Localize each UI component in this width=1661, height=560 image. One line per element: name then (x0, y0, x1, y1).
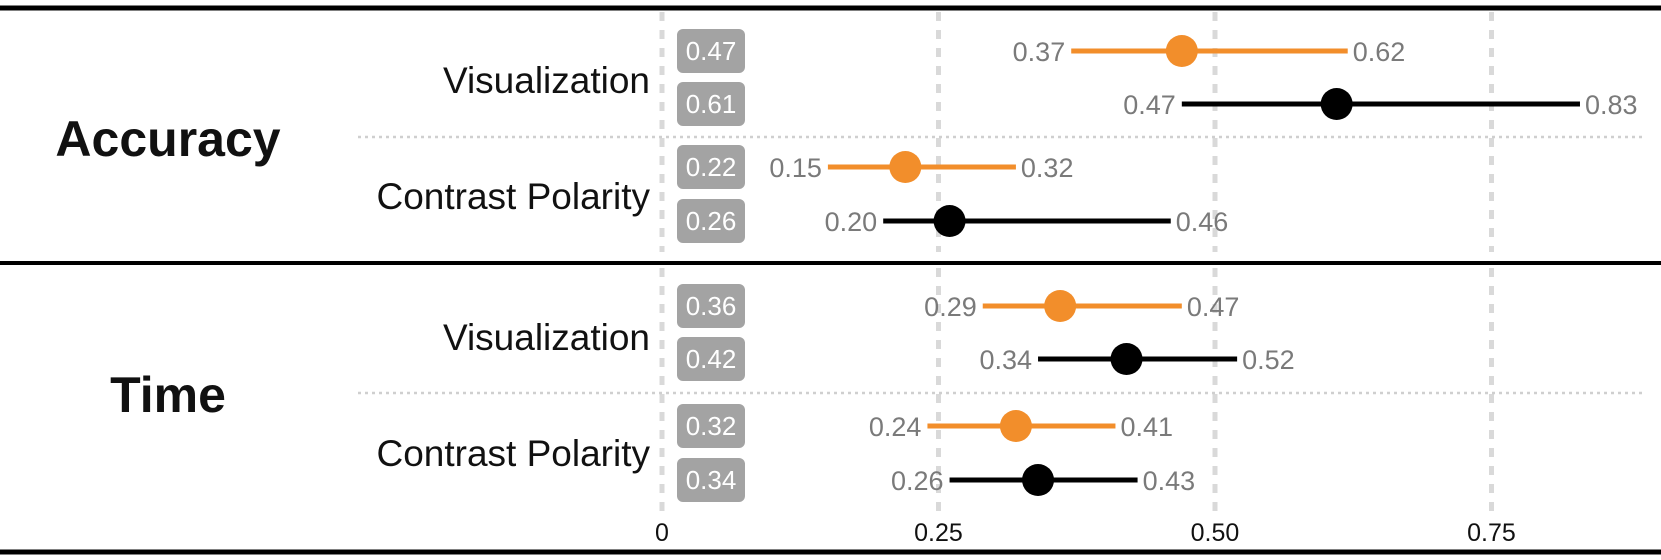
estimate-badge-label: 0.26 (686, 206, 737, 236)
x-tick-label: 0.25 (914, 519, 963, 547)
estimate-badge-label: 0.36 (686, 291, 737, 321)
ci-lower-label: 0.15 (769, 153, 822, 183)
ci-upper-label: 0.46 (1176, 207, 1229, 237)
point-estimate (933, 205, 966, 237)
ci-lower-label: 0.47 (1123, 90, 1176, 120)
x-axis: 0 0.25 0.50 0.75 (655, 519, 1516, 547)
ci-lower-label: 0.20 (825, 207, 878, 237)
ci-upper-label: 0.52 (1242, 345, 1295, 375)
point-estimate (1320, 88, 1353, 120)
factor-label: Visualization (443, 317, 650, 358)
labels-layer: Accuracy Visualization Contrast Polarity Ti… (55, 60, 650, 474)
rules-layer (0, 5, 1661, 555)
group-label: Accuracy (55, 111, 280, 167)
ci-lower-label: 0.26 (891, 466, 944, 496)
estimate-badge (677, 145, 745, 189)
ci-lower-label: 0.29 (924, 292, 977, 322)
estimate-badge (677, 337, 745, 381)
ci-upper-label: 0.32 (1021, 153, 1074, 183)
estimate-badge (677, 199, 745, 243)
ci-upper-label: 0.62 (1353, 37, 1406, 67)
estimate-badge-label: 0.47 (686, 36, 737, 66)
ci-upper-label: 0.41 (1120, 412, 1173, 442)
ci-upper-label: 0.83 (1585, 90, 1638, 120)
factor-label: Visualization (443, 60, 650, 101)
point-estimate (999, 410, 1032, 442)
factor-label: Contrast Polarity (377, 433, 651, 474)
estimate-badge-label: 0.32 (686, 411, 737, 441)
estimate-badge-label: 0.42 (686, 344, 737, 374)
ci-upper-label: 0.47 (1187, 292, 1240, 322)
ci-lower-label: 0.34 (979, 345, 1032, 375)
marks-layer: 0.37 0.62 0.47 0.83 0.15 0.32 0.20 0.46 0.29 0.47… (769, 35, 1638, 496)
badges-layer: 0.47 0.61 0.22 0.26 0.36 0.42 0.32 0.34 (677, 29, 745, 502)
point-estimate (1165, 35, 1198, 67)
grid-layer (659, 12, 1494, 520)
point-estimate (1110, 343, 1143, 375)
estimate-badge (677, 458, 745, 502)
point-estimate (1022, 464, 1055, 496)
estimate-badge-label: 0.61 (686, 89, 737, 119)
estimate-badge (677, 404, 745, 448)
factor-label: Contrast Polarity (377, 176, 651, 217)
ci-lower-label: 0.37 (1013, 37, 1066, 67)
x-tick-label: 0 (655, 519, 669, 547)
estimate-badge (677, 29, 745, 73)
ci-upper-label: 0.43 (1143, 466, 1196, 496)
estimate-badge-label: 0.34 (686, 465, 737, 495)
x-tick-label: 0.50 (1191, 519, 1240, 547)
estimate-badge-label: 0.22 (686, 152, 737, 182)
estimate-badge (677, 82, 745, 126)
point-estimate (889, 151, 922, 183)
x-tick-label: 0.75 (1467, 519, 1516, 547)
point-estimate (1044, 290, 1077, 322)
group-label: Time (110, 367, 226, 423)
ci-lower-label: 0.24 (869, 412, 922, 442)
estimate-badge (677, 284, 745, 328)
